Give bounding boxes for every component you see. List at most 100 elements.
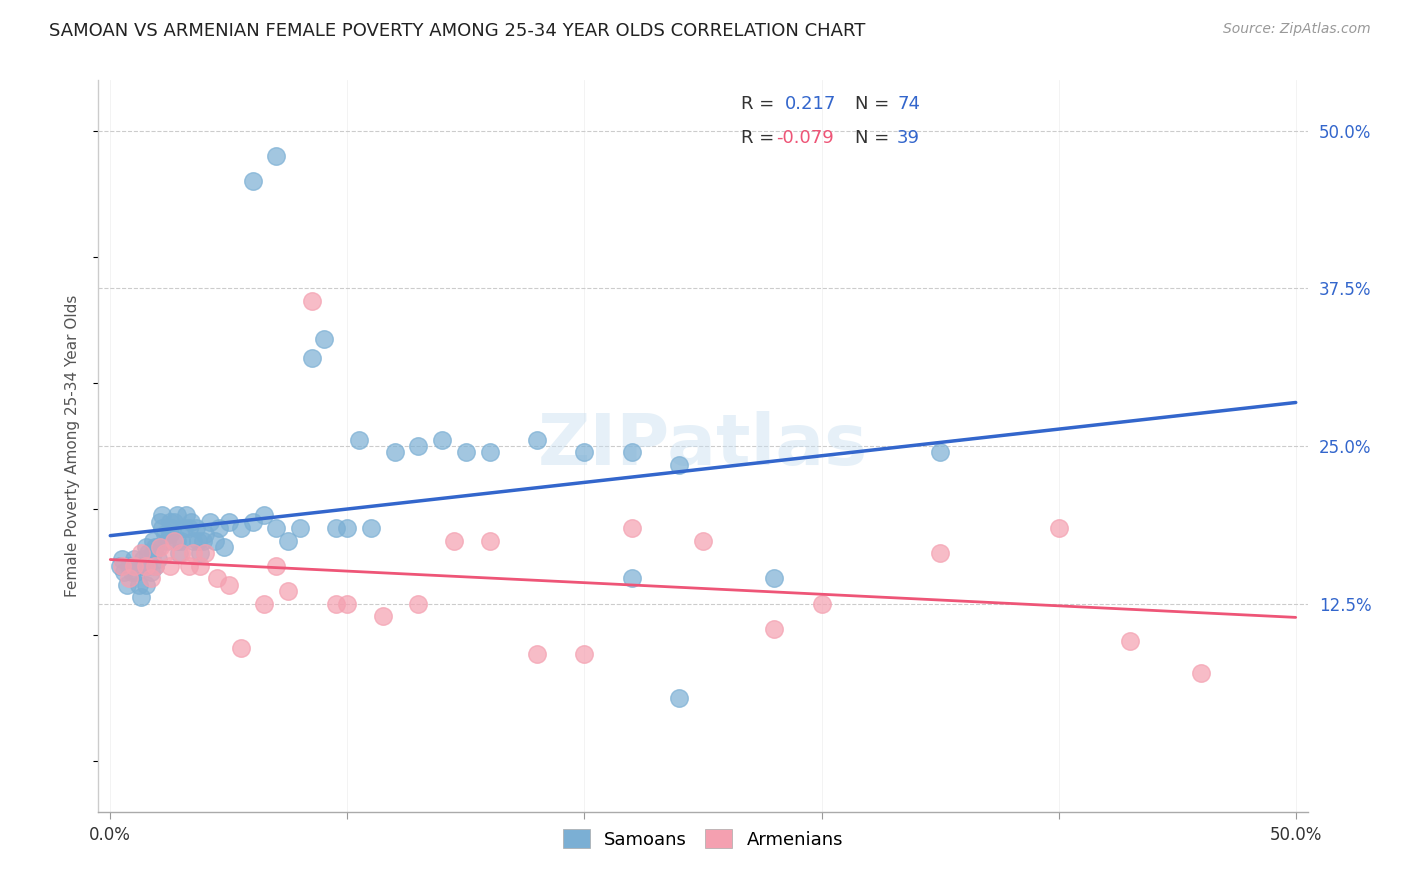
Point (159, 515, 181, 529)
Text: ZIPatlas: ZIPatlas (538, 411, 868, 481)
Point (114, 565, 136, 579)
Point (301, 351, 323, 365)
Point (668, 458, 690, 472)
Point (190, 546, 212, 560)
Point (115, 578, 138, 592)
Text: -0.079: -0.079 (776, 129, 834, 147)
Point (408, 597, 430, 611)
Point (166, 533, 188, 548)
Point (574, 647, 596, 661)
Point (810, 597, 832, 611)
Point (325, 521, 347, 535)
Point (118, 558, 141, 573)
Point (929, 546, 952, 560)
Point (929, 445, 952, 459)
Y-axis label: Female Poverty Among 25-34 Year Olds: Female Poverty Among 25-34 Year Olds (65, 295, 80, 597)
Point (122, 552, 145, 566)
Point (129, 546, 152, 560)
Point (149, 540, 172, 554)
Point (153, 527, 176, 541)
Point (142, 546, 165, 560)
Point (408, 439, 430, 453)
Point (205, 571, 228, 585)
Point (118, 571, 141, 585)
Point (135, 578, 157, 592)
Point (143, 558, 166, 573)
Point (620, 445, 643, 459)
Legend: Samoans, Armenians: Samoans, Armenians (554, 820, 852, 857)
Point (692, 533, 714, 548)
Point (208, 521, 231, 535)
Point (184, 521, 207, 535)
Point (160, 521, 183, 535)
Point (264, 558, 287, 573)
Point (190, 558, 212, 573)
Point (180, 515, 202, 529)
Text: R =: R = (741, 95, 775, 113)
Point (121, 565, 143, 579)
Point (277, 533, 299, 548)
Point (159, 527, 181, 541)
Point (143, 558, 166, 573)
Point (336, 521, 359, 535)
Point (325, 597, 347, 611)
Text: 74: 74 (897, 95, 920, 113)
Point (336, 597, 359, 611)
Point (371, 609, 394, 624)
Point (177, 521, 200, 535)
Point (129, 558, 152, 573)
Point (218, 515, 240, 529)
Point (167, 546, 190, 560)
Point (163, 533, 186, 548)
Point (264, 521, 287, 535)
Point (146, 552, 169, 566)
Point (170, 546, 193, 560)
Point (191, 533, 214, 548)
Text: 0.217: 0.217 (785, 95, 837, 113)
Point (242, 174, 264, 188)
Point (312, 332, 335, 346)
Point (204, 533, 226, 548)
Point (174, 508, 197, 523)
Point (478, 445, 501, 459)
Point (360, 521, 382, 535)
Point (432, 433, 454, 447)
Text: Source: ZipAtlas.com: Source: ZipAtlas.com (1223, 22, 1371, 37)
Point (384, 445, 406, 459)
Point (153, 546, 176, 560)
Point (111, 552, 134, 566)
Point (177, 558, 200, 573)
Point (156, 533, 179, 548)
Point (136, 558, 159, 573)
Point (166, 508, 188, 523)
Point (163, 515, 186, 529)
Point (1189, 665, 1212, 680)
Point (763, 622, 786, 636)
Point (194, 546, 217, 560)
Point (152, 521, 174, 535)
Point (301, 293, 323, 308)
Point (135, 558, 157, 573)
Point (264, 149, 287, 163)
Point (111, 558, 134, 573)
Point (170, 533, 193, 548)
Point (574, 445, 596, 459)
Point (142, 533, 165, 548)
Point (454, 445, 477, 459)
Point (159, 558, 181, 573)
Point (242, 515, 264, 529)
Text: R =: R = (741, 129, 775, 147)
Point (1047, 521, 1070, 535)
Point (136, 546, 159, 560)
Point (132, 552, 155, 566)
Point (194, 527, 217, 541)
Point (152, 508, 174, 523)
Point (288, 521, 311, 535)
Text: N =: N = (855, 95, 889, 113)
Point (135, 540, 157, 554)
Point (181, 533, 204, 548)
Point (129, 591, 152, 605)
Point (125, 565, 148, 579)
Point (146, 540, 169, 554)
Point (128, 578, 150, 592)
